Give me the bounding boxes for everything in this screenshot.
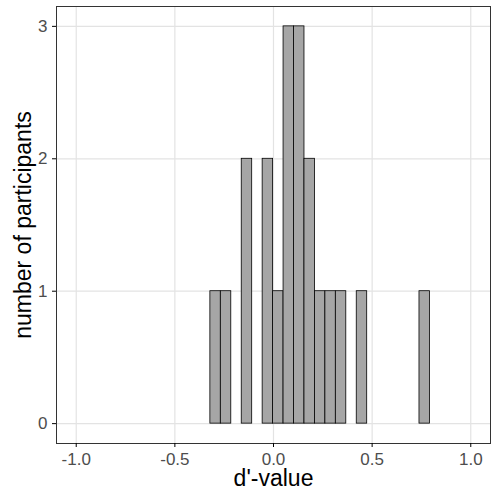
svg-text:number of participants: number of participants	[10, 111, 36, 339]
svg-text:3: 3	[38, 17, 47, 36]
svg-text:d'-value: d'-value	[234, 465, 314, 491]
svg-text:2: 2	[38, 149, 47, 168]
svg-text:-0.5: -0.5	[160, 450, 189, 469]
svg-text:-1.0: -1.0	[62, 450, 91, 469]
svg-text:1.0: 1.0	[459, 450, 483, 469]
svg-text:0: 0	[38, 414, 47, 433]
svg-text:0.5: 0.5	[360, 450, 384, 469]
svg-text:0.0: 0.0	[261, 449, 286, 469]
svg-text:1: 1	[38, 282, 47, 301]
